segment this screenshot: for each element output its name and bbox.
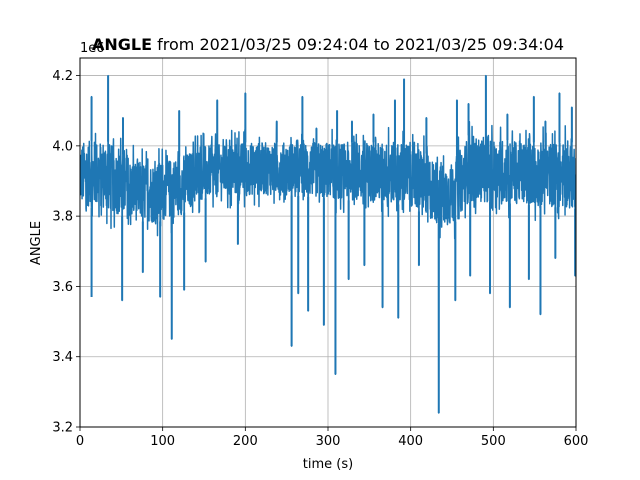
chart-title-rest: from 2021/03/25 09:24:04 to 2021/03/25 0… [152,35,564,54]
y-tick-label: 3.6 [52,280,73,295]
y-offset-text: 1e6 [80,41,105,56]
x-tick-label: 500 [481,434,506,449]
chart-title: ANGLE from 2021/03/25 09:24:04 to 2021/0… [92,35,564,54]
y-tick-label: 4.0 [52,139,73,154]
x-tick-label: 0 [76,434,84,449]
x-tick-label: 200 [233,434,258,449]
x-tick-label: 400 [398,434,423,449]
y-tick-label: 3.2 [52,421,73,436]
y-axis-ticks: 3.2 3.4 3.6 3.8 4.0 4.2 [52,69,80,436]
x-tick-label: 600 [564,434,589,449]
series-line-angle [80,74,576,414]
x-tick-label: 300 [316,434,341,449]
x-tick-label: 100 [150,434,175,449]
y-tick-label: 4.2 [52,69,73,84]
y-tick-label: 3.4 [52,350,73,365]
chart-title-bold: ANGLE [92,35,152,54]
x-axis-label: time (s) [303,457,353,472]
x-axis-ticks: 0 100 200 300 400 500 600 [76,427,589,449]
series-layer [80,74,576,414]
y-tick-label: 3.8 [52,210,73,225]
y-axis-label: ANGLE [29,221,44,265]
